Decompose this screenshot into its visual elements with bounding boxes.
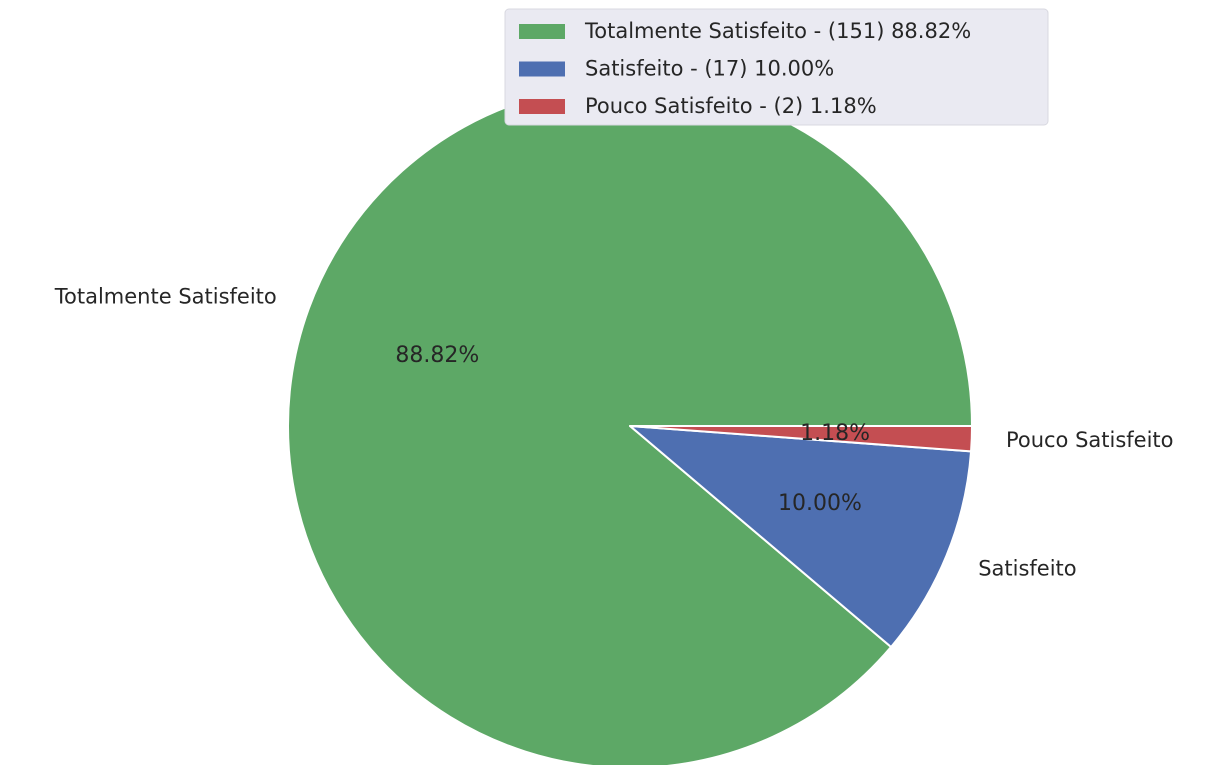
pie-slice-totalmente-satisfeito	[287, 83, 973, 765]
slice-percent-totalmente-satisfeito: 88.82%	[395, 343, 479, 368]
legend-swatch-pouco-satisfeito	[519, 99, 565, 114]
percent-labels: 88.82% 10.00% 1.18%	[395, 343, 870, 516]
slice-percent-satisfeito: 10.00%	[778, 491, 862, 516]
pie-slice-pouco-satisfeito	[629, 425, 973, 453]
slice-percent-pouco-satisfeito: 1.18%	[800, 421, 870, 446]
pie-wedges	[287, 83, 973, 765]
legend-entry-satisfeito: Satisfeito - (17) 10.00%	[585, 57, 834, 81]
legend-entry-totalmente-satisfeito: Totalmente Satisfeito - (151) 88.82%	[584, 19, 971, 43]
legend: Totalmente Satisfeito - (151) 88.82% Sati…	[504, 8, 1049, 126]
legend-swatch-totalmente-satisfeito	[519, 24, 565, 39]
pie-slice-satisfeito	[629, 425, 973, 648]
outer-labels: Totalmente Satisfeito Satisfeito Pouco Sat…	[54, 285, 1174, 581]
legend-entry-pouco-satisfeito: Pouco Satisfeito - (2) 1.18%	[585, 94, 877, 118]
legend-swatch-satisfeito	[519, 61, 565, 77]
legend-background	[504, 8, 1049, 126]
slice-label-satisfeito: Satisfeito	[978, 556, 1076, 580]
slice-label-pouco-satisfeito: Pouco Satisfeito	[1006, 428, 1174, 452]
slice-label-totalmente-satisfeito: Totalmente Satisfeito	[54, 285, 277, 309]
